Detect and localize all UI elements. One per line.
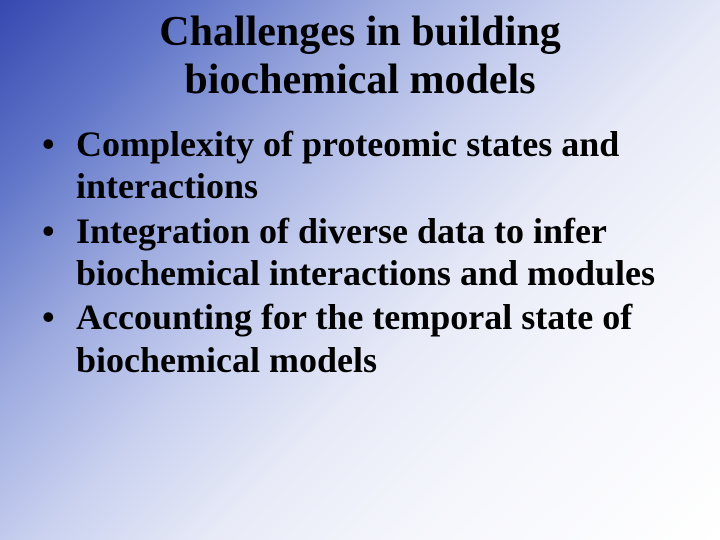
bullet-text: Accounting for the temporal state of bio… xyxy=(76,296,680,381)
bullet-marker-icon: • xyxy=(40,210,76,252)
bullet-text: Integration of diverse data to infer bio… xyxy=(76,210,680,295)
bullet-marker-icon: • xyxy=(40,123,76,165)
bullet-text: Complexity of proteomic states and inter… xyxy=(76,123,680,208)
bullet-list: • Complexity of proteomic states and int… xyxy=(40,123,680,382)
title-line-2: biochemical models xyxy=(184,57,535,103)
list-item: • Accounting for the temporal state of b… xyxy=(40,296,680,381)
bullet-marker-icon: • xyxy=(40,296,76,338)
slide-title: Challenges in building biochemical model… xyxy=(40,8,680,105)
list-item: • Complexity of proteomic states and int… xyxy=(40,123,680,208)
list-item: • Integration of diverse data to infer b… xyxy=(40,210,680,295)
slide: Challenges in building biochemical model… xyxy=(0,0,720,540)
title-line-1: Challenges in building xyxy=(159,9,560,55)
